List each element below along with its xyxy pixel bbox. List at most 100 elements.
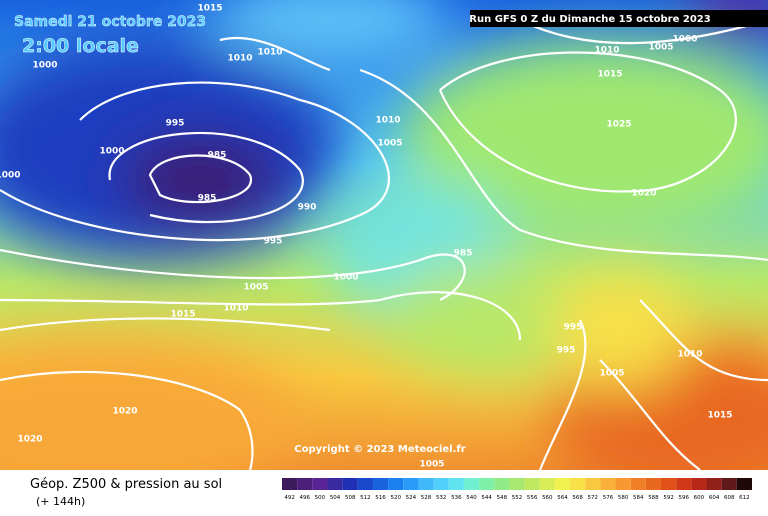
isobars (0, 18, 768, 470)
isobar-label: 1015 (197, 4, 222, 14)
scale-swatch (463, 478, 480, 490)
isobar-label: 995 (564, 323, 583, 333)
scale-label: 496 (299, 495, 310, 501)
isobar-label: 1000 (32, 61, 57, 71)
scale-swatch (448, 478, 464, 490)
scale-label: 552 (512, 495, 523, 501)
isobar-label: 1000 (333, 273, 358, 283)
scale-label: 540 (466, 495, 477, 501)
scale-swatch (600, 478, 616, 490)
isobar-label: 985 (208, 151, 227, 161)
scale-swatch (661, 478, 677, 490)
scale-swatch (630, 478, 646, 490)
scale-label: 544 (481, 495, 492, 501)
scale-label: 520 (390, 495, 401, 501)
scale-label: 592 (663, 495, 674, 501)
isobar-label: 995 (166, 119, 185, 129)
isobar-label: 985 (198, 194, 217, 204)
scale-swatch (297, 478, 313, 490)
scale-label: 588 (648, 495, 659, 501)
scale-label: 548 (497, 495, 508, 501)
isobar-label: 1000 (672, 35, 697, 45)
footer-title: Géop. Z500 & pression au sol (30, 477, 222, 492)
isobar-label: 1020 (112, 407, 137, 417)
scale-swatch (403, 478, 419, 490)
scale-label: 576 (603, 495, 614, 501)
scale-label: 564 (557, 495, 568, 501)
scale-swatch (479, 478, 495, 490)
scale-swatch (524, 478, 540, 490)
valid-date: Samedi 21 octobre 2023 (14, 14, 206, 30)
scale-label: 524 (406, 495, 417, 501)
isobar-label: 1010 (223, 304, 248, 314)
copyright: Copyright © 2023 Meteociel.fr (294, 444, 465, 455)
scale-label: 560 (542, 495, 553, 501)
scale-label: 568 (572, 495, 583, 501)
scale-label: 532 (436, 495, 447, 501)
isobar-label: 1020 (631, 189, 656, 199)
isobar-label: 1005 (243, 283, 268, 293)
isobar-label: 985 (454, 249, 473, 259)
isobar-label: 990 (298, 203, 317, 213)
isobar-label: 995 (557, 346, 576, 356)
scale-label: 516 (375, 495, 386, 501)
scale-label: 584 (633, 495, 644, 501)
scale-label: 556 (527, 495, 538, 501)
scale-swatch (327, 478, 343, 490)
scale-label: 604 (709, 495, 720, 501)
isobar-label: 1010 (227, 54, 252, 64)
isobar-label: 1015 (707, 411, 732, 421)
scale-swatch (418, 478, 434, 490)
scale-label: 596 (679, 495, 690, 501)
scale-swatch (539, 478, 555, 490)
isobar-label: 1010 (257, 48, 282, 58)
isobar-label: 1015 (597, 70, 622, 80)
isobar-label: 1000 (0, 171, 21, 181)
scale-swatch (357, 478, 373, 490)
local-time: 2:00 locale (22, 35, 139, 57)
scale-swatch (736, 478, 752, 490)
scale-label: 504 (330, 495, 341, 501)
scale-swatch (721, 478, 737, 490)
scale-swatch (706, 478, 722, 490)
scale-swatch (388, 478, 404, 490)
scale-label: 528 (421, 495, 432, 501)
scale-label: 536 (451, 495, 462, 501)
scale-swatch (282, 478, 298, 490)
scale-swatch (342, 478, 358, 490)
scale-label: 500 (315, 495, 326, 501)
footer-lead: (+ 144h) (36, 495, 85, 508)
isobar-label: 1015 (170, 310, 195, 320)
scale-swatch (372, 478, 389, 490)
isobar-label: 1000 (99, 147, 124, 157)
isobar-label: 1005 (599, 369, 624, 379)
scale-swatch (615, 478, 631, 490)
field (0, 0, 768, 470)
scale-label: 572 (588, 495, 599, 501)
isobar-label: 1005 (377, 139, 402, 149)
scale-swatch (312, 478, 328, 490)
scale-swatch (554, 478, 571, 490)
isobar-label: 1010 (375, 116, 400, 126)
isobar-label: 1005 (419, 460, 444, 470)
scale-swatch (645, 478, 662, 490)
run-box (470, 10, 768, 27)
isobar-label: 1025 (606, 120, 631, 130)
scale-label: 612 (739, 495, 750, 501)
scale-swatch (433, 478, 449, 490)
scale-label: 512 (360, 495, 371, 501)
isobar-label: 1005 (648, 43, 673, 53)
scale-swatch (509, 478, 525, 490)
scale-label: 608 (724, 495, 735, 501)
scale-label: 600 (694, 495, 705, 501)
scale-swatch (676, 478, 692, 490)
scale-swatch (494, 478, 510, 490)
scale-label: 492 (284, 495, 295, 501)
scale-label: 508 (345, 495, 356, 501)
scale-label: 580 (618, 495, 629, 501)
isobar-label: 1020 (17, 435, 42, 445)
scale-swatch (691, 478, 707, 490)
isobar-label: 995 (264, 237, 283, 247)
isobar-label: 1010 (677, 350, 702, 360)
